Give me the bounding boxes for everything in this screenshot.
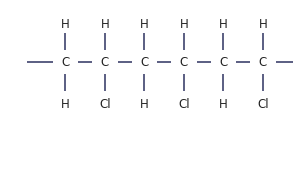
Text: H: H (219, 97, 228, 110)
Text: C: C (61, 56, 70, 69)
Text: H: H (140, 97, 149, 110)
Text: C: C (140, 56, 149, 69)
Text: Cl: Cl (257, 97, 269, 110)
Text: H: H (219, 17, 228, 30)
Text: C: C (180, 56, 188, 69)
Text: H: H (101, 17, 109, 30)
Text: C: C (259, 56, 267, 69)
Text: H: H (140, 17, 149, 30)
Text: H: H (61, 97, 70, 110)
Text: C: C (101, 56, 109, 69)
Text: C: C (219, 56, 228, 69)
Text: Cl: Cl (178, 97, 190, 110)
Text: A section of poly(chloroethene) PVC: A section of poly(chloroethene) PVC (32, 146, 272, 159)
Text: H: H (180, 17, 188, 30)
Text: H: H (61, 17, 70, 30)
Text: Cl: Cl (99, 97, 111, 110)
Text: H: H (259, 17, 267, 30)
